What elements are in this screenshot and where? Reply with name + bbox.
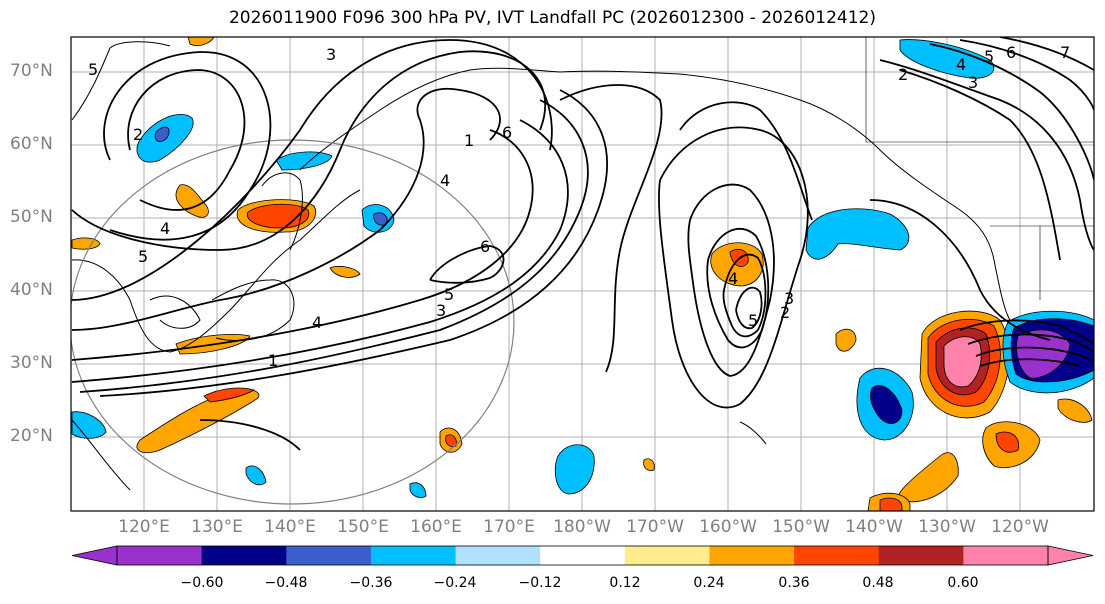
contour-label: 4 [440,171,450,190]
lon-label: 130°E [191,517,243,537]
contour-label: 4 [312,313,322,332]
lon-label: 130°W [918,517,976,537]
political-borders [865,37,1094,300]
contour-label: 6 [480,237,490,256]
contour-label: 3 [784,289,794,308]
contour-label: 6 [1006,43,1016,62]
lon-label: 150°E [337,517,389,537]
lon-label: 170°W [626,517,684,537]
colorbar-swatch [624,546,710,565]
lon-label: 150°W [772,517,830,537]
colorbar-swatch [963,546,1049,565]
colorbar-swatch [117,546,203,565]
contour-label: 1 [464,131,474,150]
contour-label: 1 [268,351,278,370]
colorbar-swatch [709,546,795,565]
colorbar-tick-label: −0.12 [518,575,562,591]
colorbar-swatch [286,546,372,565]
colorbar-outline [116,545,1049,566]
lon-label: 140°W [845,517,903,537]
contour-label: 5 [444,285,454,304]
contour-label: 4 [956,55,966,74]
contour-label: 5 [138,247,148,266]
colorbar [71,545,1094,566]
contour-label: 3 [326,45,336,64]
lon-label: 120°W [991,517,1049,537]
contour-label: 4 [160,219,170,238]
colorbar-swatch [455,546,541,565]
colorbar-swatch [370,546,457,565]
contour-label: 2 [133,125,143,144]
lon-label: 160°E [410,517,462,537]
colorbar-swatch [201,546,287,565]
lat-label: 70°N [10,61,53,81]
contour-label: 3 [968,73,978,92]
lat-label: 50°N [10,207,53,227]
contour-label: 5 [88,60,98,79]
contour-label: 4 [728,269,738,288]
figure-title: 2026011900 F096 300 hPa PV, IVT Landfall… [228,8,876,28]
colorbar-tick-label: 0.60 [947,575,979,591]
contour-label: 5 [748,311,758,330]
lon-label: 180°W [553,517,611,537]
colorbar-swatch [878,546,964,565]
lon-label: 140°E [264,517,316,537]
contour-label: 2 [898,65,908,84]
colorbar-tick-label: −0.60 [180,575,224,591]
contour-labels: 5 2 3 1 6 4 5 4 6 5 3 4 1 4 5 2 3 4 5 6 … [88,43,1070,370]
lat-label: 60°N [10,134,53,154]
colorbar-tick-label: 0.36 [778,575,810,591]
colorbar-tick-label: 0.48 [862,575,894,591]
contour-label: 7 [1060,43,1070,62]
map-frame [70,36,1095,512]
colorbar-extend-min [71,545,118,566]
lat-label: 30°N [10,353,53,373]
contour-label: 3 [436,301,446,320]
gridlines [71,37,1094,511]
pv-contours [71,37,1094,451]
colorbar-tick-label: 0.12 [609,575,641,591]
colorbar-extend-max [1047,545,1094,566]
lat-label: 40°N [10,280,53,300]
contour-label: 2 [780,303,790,322]
colorbar-tick-label: 0.24 [693,575,725,591]
lat-label: 20°N [10,426,53,446]
colorbar-swatch [540,546,626,565]
lon-label: 120°E [118,517,170,537]
lon-label: 170°E [483,517,535,537]
contour-label: 5 [984,47,994,66]
colorbar-swatch [794,546,880,565]
lon-label: 160°W [699,517,757,537]
contour-label: 6 [502,123,512,142]
colorbar-tick-label: −0.48 [264,575,308,591]
colorbar-tick-label: −0.24 [433,575,477,591]
colorbar-tick-label: −0.36 [349,575,393,591]
